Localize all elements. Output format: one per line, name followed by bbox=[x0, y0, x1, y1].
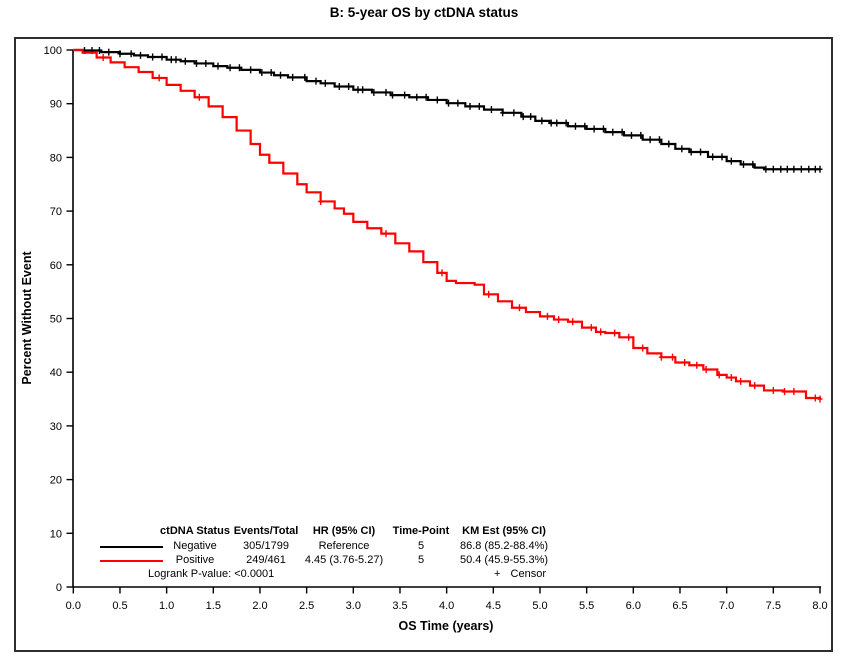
svg-text:80: 80 bbox=[50, 152, 62, 164]
svg-text:4.5: 4.5 bbox=[486, 600, 501, 612]
svg-text:10: 10 bbox=[50, 528, 62, 540]
y-axis-ticks: 0 10 20 30 40 50 60 70 80 90 100 bbox=[44, 45, 73, 594]
svg-text:0: 0 bbox=[56, 582, 62, 594]
svg-text:3.5: 3.5 bbox=[392, 600, 407, 612]
svg-text:0.5: 0.5 bbox=[112, 600, 127, 612]
svg-text:7.5: 7.5 bbox=[766, 600, 781, 612]
svg-text:2.5: 2.5 bbox=[299, 600, 314, 612]
x-axis-ticks: 0.0 0.5 1.0 1.5 2.0 2.5 3.0 3.5 4.0 4.5 5.0 5.5 6.0 6… bbox=[66, 587, 828, 612]
svg-text:5.0: 5.0 bbox=[532, 600, 547, 612]
x-axis-title: OS Time (years) bbox=[399, 619, 494, 633]
svg-text:90: 90 bbox=[50, 99, 62, 111]
km-curve-negative bbox=[73, 47, 823, 173]
svg-text:100: 100 bbox=[44, 45, 62, 57]
svg-text:40: 40 bbox=[50, 367, 62, 379]
svg-text:20: 20 bbox=[50, 475, 62, 487]
svg-text:50: 50 bbox=[50, 314, 62, 326]
svg-text:30: 30 bbox=[50, 421, 62, 433]
svg-text:8.0: 8.0 bbox=[812, 600, 827, 612]
chart-title: B: 5-year OS by ctDNA status bbox=[329, 5, 519, 20]
svg-text:1.5: 1.5 bbox=[206, 600, 221, 612]
svg-text:2.0: 2.0 bbox=[252, 600, 267, 612]
svg-text:70: 70 bbox=[50, 206, 62, 218]
svg-text:6.0: 6.0 bbox=[626, 600, 641, 612]
km-curve-positive bbox=[73, 48, 823, 403]
axes bbox=[72, 50, 821, 588]
figure-border bbox=[14, 37, 833, 652]
y-axis-title: Percent Without Event bbox=[20, 251, 34, 385]
svg-text:3.0: 3.0 bbox=[346, 600, 361, 612]
svg-text:7.0: 7.0 bbox=[719, 600, 734, 612]
svg-text:60: 60 bbox=[50, 260, 62, 272]
svg-text:1.0: 1.0 bbox=[159, 600, 174, 612]
svg-text:0.0: 0.0 bbox=[66, 600, 81, 612]
svg-text:4.0: 4.0 bbox=[439, 600, 454, 612]
svg-text:5.5: 5.5 bbox=[579, 600, 594, 612]
svg-text:6.5: 6.5 bbox=[672, 600, 687, 612]
